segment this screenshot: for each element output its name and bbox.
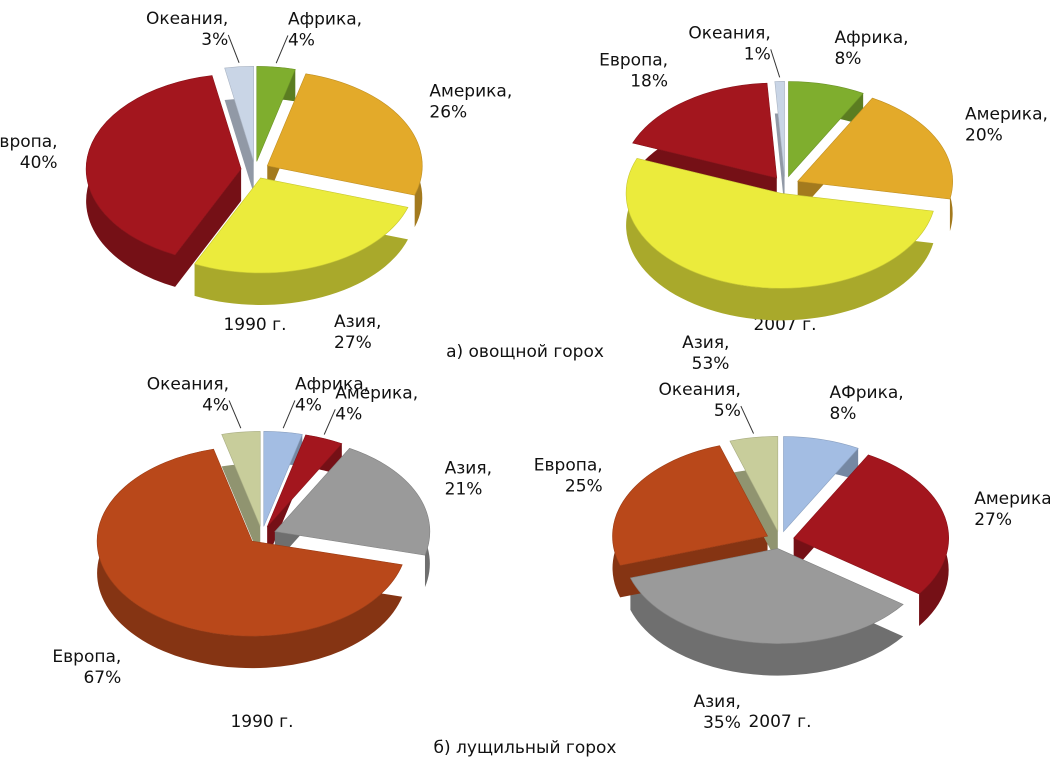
slice-value-label: 4% bbox=[202, 395, 229, 415]
chart-title: 1990 г. bbox=[223, 315, 286, 335]
slice bbox=[221, 431, 261, 527]
slice-tops bbox=[612, 436, 949, 644]
slice-label: АФрика, bbox=[829, 383, 903, 403]
pie-chart: 2007 г.Африка,8%Америка,20%Азия,53%Европ… bbox=[599, 23, 1048, 374]
slice-value-label: 3% bbox=[201, 30, 228, 50]
slice bbox=[256, 66, 296, 162]
slice-value-label: 67% bbox=[83, 668, 121, 688]
slice-label: Африка, bbox=[288, 9, 362, 29]
slice-value-label: 40% bbox=[20, 153, 58, 173]
slice-value-label: 21% bbox=[445, 480, 483, 500]
leader-line bbox=[323, 409, 336, 435]
slice-value-label: 4% bbox=[288, 30, 315, 50]
slice-label: Азия, bbox=[682, 333, 729, 353]
slice-tops bbox=[85, 66, 423, 274]
slice-label: Америка, bbox=[335, 383, 418, 403]
slice-value-label: 26% bbox=[429, 103, 467, 123]
pie-chart: 1990 г. Африка,4% Америка,26% Азия,27% Европ… bbox=[0, 9, 512, 353]
slice bbox=[774, 81, 785, 177]
leader-line bbox=[275, 35, 289, 64]
slice-value-label: 53% bbox=[692, 354, 730, 374]
slice-value-label: 18% bbox=[630, 71, 668, 91]
chart-title: 2007 г. bbox=[748, 712, 811, 732]
slice-value-label: 5% bbox=[714, 401, 741, 421]
leader-line bbox=[227, 34, 240, 63]
slice-label: Азия, bbox=[694, 692, 741, 712]
slice bbox=[263, 431, 303, 527]
slice bbox=[194, 177, 409, 274]
slice-value-label: 4% bbox=[335, 404, 362, 424]
leader-line bbox=[770, 49, 781, 78]
slice bbox=[274, 447, 431, 556]
slice bbox=[783, 436, 859, 533]
slice-value-label: 8% bbox=[829, 404, 856, 424]
slice bbox=[625, 158, 934, 289]
leader-line bbox=[740, 405, 755, 434]
slice-tops bbox=[625, 81, 953, 289]
slice-label: Европа, bbox=[599, 50, 668, 70]
slice-label: Европа, bbox=[0, 132, 58, 152]
slice-value-label: 20% bbox=[965, 126, 1003, 146]
slice bbox=[788, 81, 864, 178]
slice-label: Азия, bbox=[334, 312, 381, 332]
leader-line bbox=[228, 400, 242, 429]
slice-depth bbox=[267, 434, 342, 559]
slice-value-label: 1% bbox=[744, 44, 771, 64]
slice bbox=[632, 82, 778, 179]
slice-label: Европа, bbox=[52, 647, 121, 667]
slice bbox=[96, 448, 403, 637]
slice-label: Европа, bbox=[534, 456, 603, 476]
slice-value-label: 35% bbox=[703, 713, 741, 733]
slice bbox=[612, 445, 768, 566]
slice-label: Африка, bbox=[834, 28, 908, 48]
slice-value-label: 27% bbox=[974, 510, 1012, 530]
caption: а) овощной горох bbox=[446, 342, 604, 362]
slice bbox=[629, 548, 904, 644]
slice bbox=[797, 97, 953, 200]
slice bbox=[729, 436, 779, 532]
slice-label: Азия, bbox=[445, 459, 492, 479]
chart-title: 1990 г. bbox=[230, 712, 293, 732]
slice-tops bbox=[96, 431, 431, 637]
slice-label: Океания, bbox=[659, 380, 741, 400]
slice bbox=[266, 73, 423, 196]
slice-label: Америка, bbox=[429, 82, 512, 102]
slice bbox=[85, 75, 242, 256]
slice-value-label: 25% bbox=[565, 477, 603, 497]
slice-depth bbox=[626, 158, 934, 321]
slice-label: Океания, bbox=[146, 9, 228, 29]
slice-label: Океания, bbox=[147, 374, 229, 394]
slice-value-label: 8% bbox=[834, 49, 861, 69]
pie-chart: 1990 г.Африка,4%Америка,4%Азия,21%Европа… bbox=[52, 374, 492, 732]
leader-line bbox=[282, 400, 296, 429]
caption: б) лущильный горох bbox=[434, 738, 617, 758]
slice-label: Африка, bbox=[295, 374, 369, 394]
slice-label: Америка, bbox=[965, 105, 1048, 125]
slice-label: Океания, bbox=[688, 23, 770, 43]
slice-value-label: 4% bbox=[295, 395, 322, 415]
slice bbox=[793, 454, 949, 595]
pie-chart: 2007 г. АФрика,8% Америка,27% Азия,35% Европ… bbox=[534, 380, 1050, 733]
slice bbox=[224, 66, 254, 162]
slice-label: Америка, bbox=[974, 489, 1050, 509]
slice-value-label: 27% bbox=[334, 333, 372, 353]
slice bbox=[266, 434, 343, 528]
